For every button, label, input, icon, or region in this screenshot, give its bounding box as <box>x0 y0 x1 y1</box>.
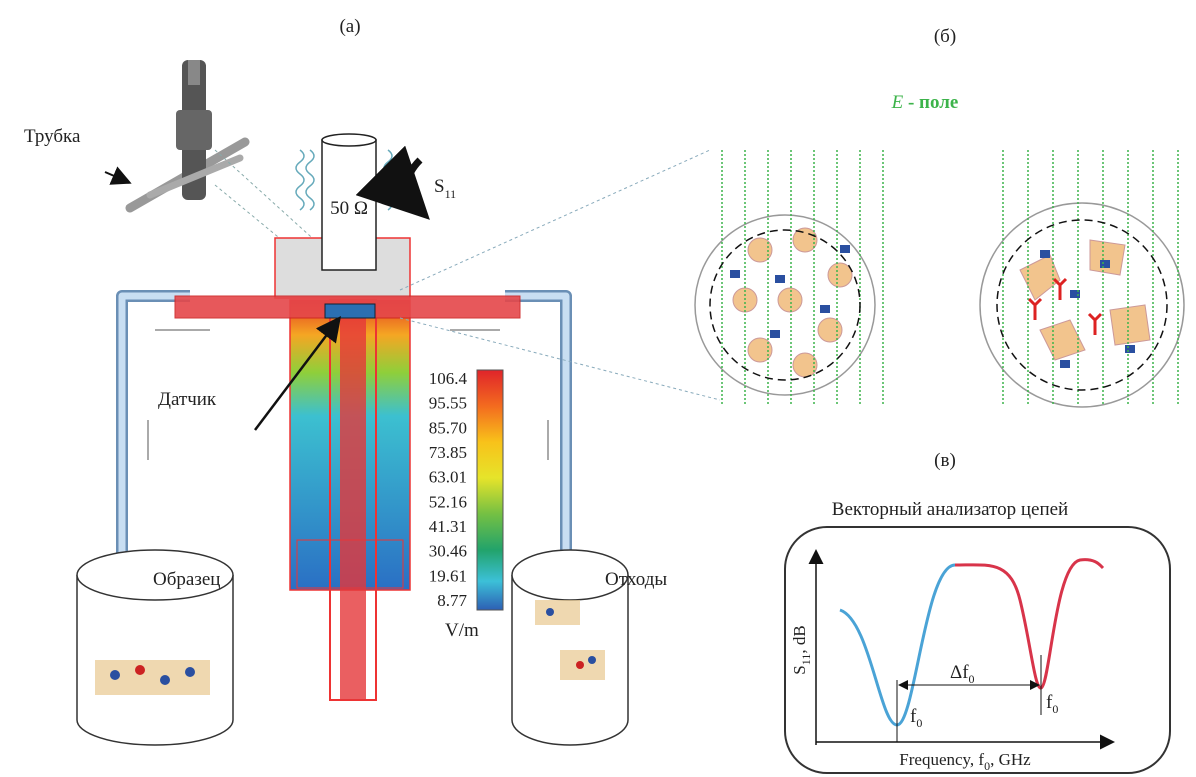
colorbar-label: 8.77 <box>437 591 467 610</box>
x-label-post: , GHz <box>990 750 1031 769</box>
f0-sub: 0 <box>916 716 922 730</box>
vna-title: Векторный анализатор цепей <box>832 499 1068 520</box>
colorbar-label: 19.61 <box>429 566 467 585</box>
sensor-label: Датчик <box>158 389 217 410</box>
guide-line <box>400 150 710 290</box>
s11-label: S11 <box>434 176 456 201</box>
waste-label: Отходы <box>605 569 667 590</box>
y-label-base: S <box>790 665 809 674</box>
page: {"panels": {"a": "(а)", "b": "(б)", "c":… <box>0 0 1196 777</box>
colorbar-label: 95.55 <box>429 394 467 413</box>
s11-sub: 11 <box>445 187 457 201</box>
colorbar <box>477 370 503 610</box>
colorbar-label: 41.31 <box>429 517 467 536</box>
field-symbol: E <box>891 92 904 113</box>
figure: (а) (б) (в) Трубка 50 Ω S11 Датчик 106.4… <box>0 0 1196 777</box>
field-text: - поле <box>903 92 958 113</box>
colorbar-label: 52.16 <box>429 492 467 511</box>
tube-label: Трубка <box>24 126 81 147</box>
colorbar-labels: 106.4 95.55 85.70 73.85 63.01 52.16 41.31 30.46… <box>429 369 468 610</box>
y-label-sub: 11 <box>799 654 813 666</box>
colorbar-label: 106.4 <box>429 369 468 388</box>
colorbar-label: 73.85 <box>429 443 467 462</box>
field-label: E - поле <box>891 92 959 113</box>
shift-base: Δf <box>950 662 969 683</box>
load-label: 50 Ω <box>330 198 368 219</box>
colorbar-label: 85.70 <box>429 418 467 437</box>
panel-label: (в) <box>934 450 956 471</box>
zoom-views <box>695 150 1184 407</box>
colorbar-unit: V/m <box>445 620 479 641</box>
shift-sub: 0 <box>969 672 975 686</box>
sample-label: Образец <box>153 569 220 590</box>
x-label-pre: Frequency, f <box>899 750 984 769</box>
y-label-rest: , dB <box>790 625 809 653</box>
panel-label: (а) <box>339 16 360 37</box>
s11-base: S <box>434 176 445 197</box>
colorbar-label: 30.46 <box>429 542 467 561</box>
colorbar-label: 63.01 <box>429 468 467 487</box>
panel-label: (б) <box>934 26 956 47</box>
f0-sub: 0 <box>1052 702 1058 716</box>
tube-device <box>105 60 245 208</box>
